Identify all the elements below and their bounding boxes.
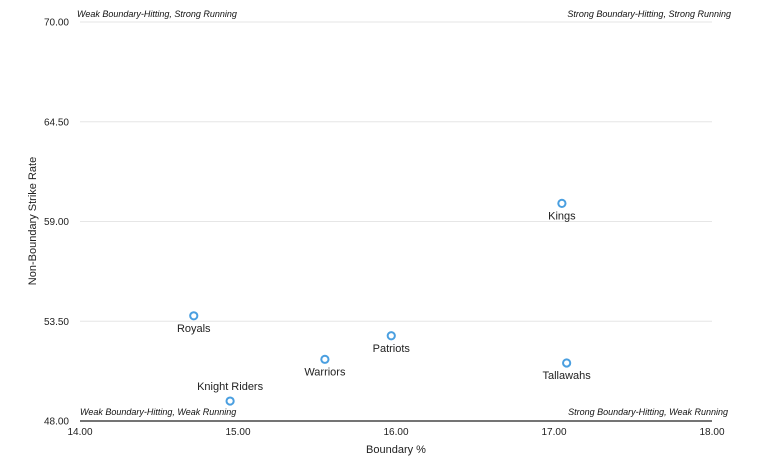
point-royals: [189, 311, 199, 321]
quadrant-label-top-left: Weak Boundary-Hitting, Strong Running: [77, 9, 237, 19]
point-patriots: [386, 331, 396, 341]
x-axis-title: Boundary %: [366, 444, 426, 456]
point-label-kings: Kings: [548, 210, 576, 222]
x-tick-label: 17.00: [541, 427, 566, 438]
point-tallawahs: [562, 358, 572, 368]
quadrant-label-bottom-right: Strong Boundary-Hitting, Weak Running: [568, 407, 728, 417]
x-tick-label: 15.00: [225, 427, 250, 438]
point-label-royals: Royals: [177, 323, 211, 335]
y-tick-label: 53.50: [44, 317, 69, 328]
point-label-knight-riders: Knight Riders: [197, 381, 264, 393]
x-axis-ticks: 14.00 15.00 16.00 17.00 18.00: [67, 427, 724, 438]
point-label-patriots: Patriots: [373, 343, 411, 355]
quadrant-label-top-right: Strong Boundary-Hitting, Strong Running: [567, 9, 731, 19]
point-kings: [557, 198, 567, 208]
y-tick-label: 70.00: [44, 18, 69, 29]
point-warriors: [320, 354, 330, 364]
point-knight-riders: [225, 396, 235, 406]
quadrant-labels: Weak Boundary-Hitting, Strong Running St…: [77, 9, 731, 417]
gridlines: [80, 21, 712, 322]
point-label-warriors: Warriors: [304, 366, 346, 378]
y-tick-label: 48.00: [44, 417, 69, 428]
x-tick-label: 16.00: [383, 427, 408, 438]
y-axis-ticks: 48.00 53.50 59.00 64.50 70.00: [44, 18, 69, 428]
y-axis-title: Non-Boundary Strike Rate: [27, 157, 39, 285]
point-label-tallawahs: Tallawahs: [542, 370, 591, 382]
data-points: Kings Royals Patriots Warriors Tallawahs Knig…: [177, 198, 591, 406]
x-tick-label: 18.00: [699, 427, 724, 438]
y-tick-label: 59.00: [44, 217, 69, 228]
quadrant-label-bottom-left: Weak Boundary-Hitting, Weak Running: [80, 407, 236, 417]
x-tick-label: 14.00: [67, 427, 92, 438]
y-tick-label: 64.50: [44, 117, 69, 128]
